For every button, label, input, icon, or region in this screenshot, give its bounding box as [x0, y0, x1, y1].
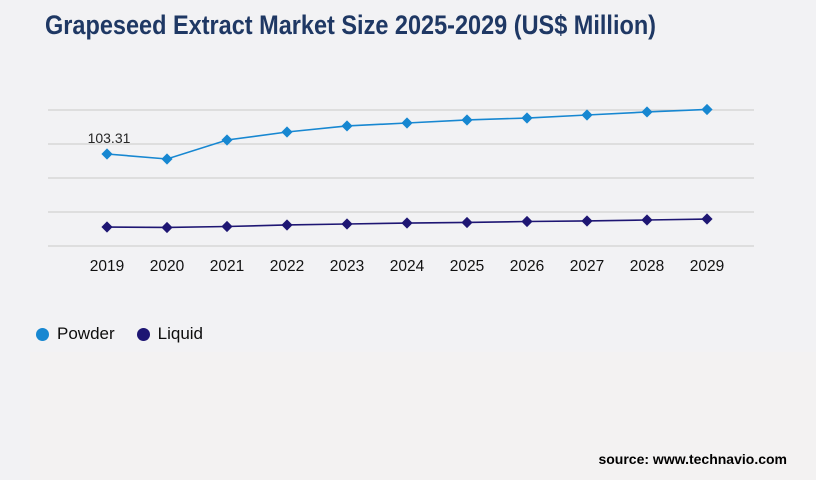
- marker-liquid-2021: [221, 220, 233, 233]
- marker-liquid-2024: [401, 217, 413, 229]
- marker-liquid-2020: [161, 221, 173, 234]
- x-tick-label-2023: 2023: [330, 258, 364, 275]
- marker-liquid-2029: [701, 213, 713, 225]
- background-panel: [30, 352, 816, 480]
- marker-powder-2029: [701, 103, 713, 116]
- marker-powder-2019: [101, 148, 113, 160]
- marker-powder-2025: [461, 114, 473, 126]
- series-line-powder: [106, 108, 708, 160]
- marker-liquid-2027: [581, 215, 593, 227]
- marker-powder-2023: [341, 120, 353, 132]
- marker-liquid-2025: [461, 216, 473, 229]
- point-data-label: 103.31: [88, 130, 131, 146]
- x-tick-label-2025: 2025: [450, 258, 484, 275]
- x-tick-label-2020: 2020: [150, 258, 185, 275]
- marker-powder-2027: [581, 109, 593, 121]
- marker-powder-2028: [641, 106, 653, 118]
- liquid-legend-dot-icon: [136, 327, 150, 341]
- legend-item-label: Liquid: [157, 324, 204, 343]
- marker-powder-2026: [521, 112, 533, 124]
- marker-liquid-2023: [341, 218, 353, 230]
- marker-powder-2021: [221, 134, 233, 146]
- marker-powder-2020: [161, 153, 173, 165]
- legend-item-powder: Powder: [36, 324, 115, 344]
- source-attribution: source: www.technavio.com: [598, 451, 787, 467]
- legend-item-liquid: Liquid: [136, 324, 204, 344]
- x-tick-label-2028: 2028: [630, 258, 664, 275]
- x-tick-label-2024: 2024: [390, 258, 425, 275]
- chart-legend: Powder Liquid: [36, 324, 203, 344]
- x-tick-label-2027: 2027: [570, 258, 604, 275]
- page-title: Grapeseed Extract Market Size 2025-2029 …: [45, 10, 657, 40]
- marker-liquid-2028: [641, 214, 653, 226]
- x-tick-label-2026: 2026: [510, 258, 544, 275]
- legend-item-label: Powder: [57, 324, 115, 343]
- marker-liquid-2026: [521, 215, 533, 228]
- x-tick-label-2021: 2021: [210, 258, 244, 275]
- x-tick-label-2019: 2019: [90, 258, 124, 275]
- powder-legend-dot-icon: [36, 327, 49, 341]
- marker-powder-2022: [281, 126, 293, 138]
- marker-liquid-2019: [101, 221, 113, 233]
- marker-liquid-2022: [281, 219, 293, 231]
- marker-powder-2024: [401, 117, 413, 129]
- line-chart: 103.31 2019 2020 2021 2022 2023 2024 2025 2026 20…: [48, 103, 754, 275]
- x-tick-label-2029: 2029: [690, 258, 724, 275]
- x-tick-label-2022: 2022: [270, 258, 304, 275]
